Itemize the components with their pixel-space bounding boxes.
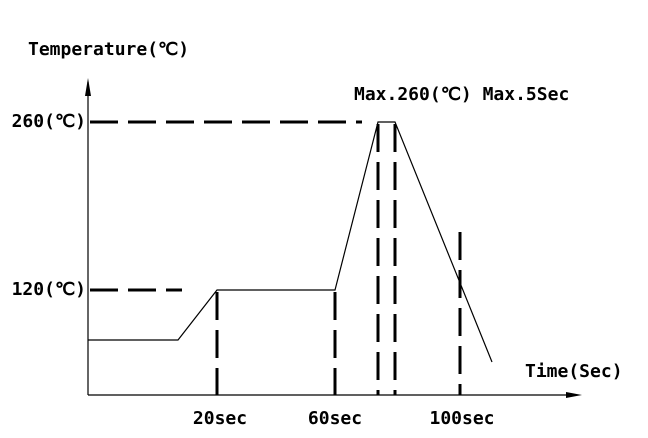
x-axis-label: Time(Sec) bbox=[525, 361, 623, 382]
x-label: 100sec bbox=[429, 408, 494, 429]
x-axis-arrow bbox=[566, 392, 582, 398]
y-label: 120(℃) bbox=[12, 279, 86, 300]
x-label: 60sec bbox=[308, 408, 362, 429]
temperature-profile bbox=[88, 121, 493, 363]
y-label: 260(℃) bbox=[12, 111, 86, 132]
y-axis-label: Temperature(℃) bbox=[28, 39, 189, 60]
peak-annotation: Max.260(℃) Max.5Sec bbox=[354, 84, 569, 105]
y-axis-arrow bbox=[85, 78, 91, 96]
x-label: 20sec bbox=[193, 408, 247, 429]
